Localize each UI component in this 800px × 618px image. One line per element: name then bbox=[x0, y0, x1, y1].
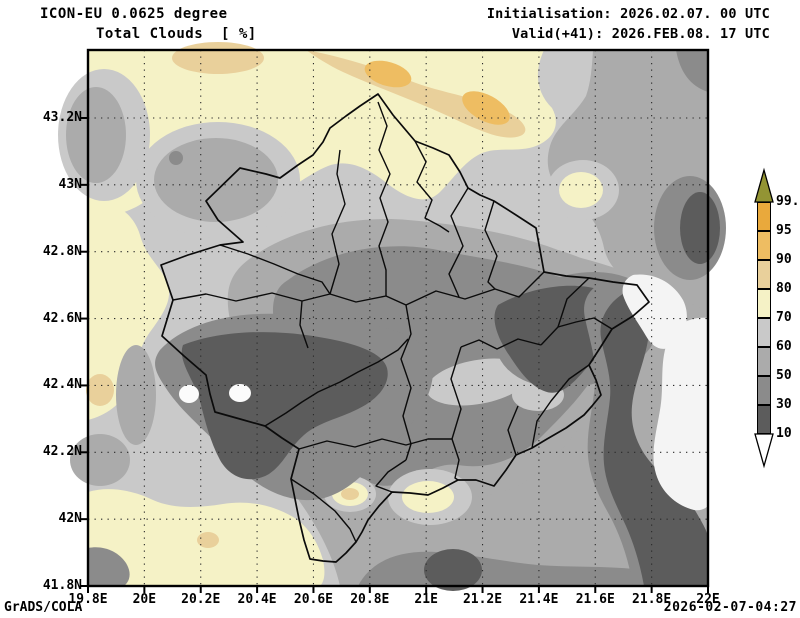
dark-cloud-gap-southwest bbox=[181, 332, 388, 480]
colorbar-boundary-label: 30 bbox=[776, 397, 792, 412]
contour-fills bbox=[58, 42, 726, 591]
colorbar-segment bbox=[757, 260, 771, 289]
x-tick-label: 20.2E bbox=[181, 592, 221, 607]
x-tick-label: 20.8E bbox=[350, 592, 390, 607]
y-tick-label: 42.2N bbox=[42, 444, 82, 460]
y-tick-label: 42.8N bbox=[42, 243, 82, 259]
init-time-label: Initialisation: 2026.02.07. 00 UTC bbox=[486, 6, 770, 22]
x-tick-label: 20E bbox=[132, 592, 157, 607]
colorbar-arrow-above bbox=[754, 167, 774, 203]
colorbar-arrow-below bbox=[754, 433, 774, 469]
generation-timestamp: 2026-02-07-04:27 bbox=[663, 600, 797, 615]
colorbar-segment bbox=[757, 318, 771, 347]
clear-spot-west bbox=[179, 385, 199, 403]
colorbar-segment bbox=[757, 289, 771, 318]
y-tick-label: 42N bbox=[58, 511, 82, 527]
dark-cloud-band-southeast bbox=[600, 292, 708, 586]
colorbar-segment bbox=[757, 231, 771, 260]
field-title: Total Clouds [ %] bbox=[96, 26, 257, 42]
x-tick-label: 21.8E bbox=[632, 592, 672, 607]
colorbar-boundary-label: 70 bbox=[776, 310, 792, 325]
clear-region-east bbox=[653, 317, 708, 511]
x-tick-label: 21.2E bbox=[462, 592, 503, 607]
colorbar-boundary-label: 80 bbox=[776, 281, 792, 296]
y-tick-label: 43N bbox=[58, 176, 82, 192]
map-frame bbox=[86, 48, 710, 588]
x-tick-label: 21.6E bbox=[575, 592, 615, 607]
y-tick-label: 42.6N bbox=[42, 310, 82, 326]
model-title: ICON-EU 0.0625 degree bbox=[40, 6, 228, 22]
x-tick-label: 22E bbox=[696, 592, 720, 607]
y-tick-label: 41.8N bbox=[42, 578, 82, 593]
x-tick-label: 19.8E bbox=[68, 592, 108, 607]
colorbar-boundary-label: 10 bbox=[776, 426, 792, 441]
colorbar-boundary-label: 95 bbox=[776, 223, 792, 238]
y-tick-label: 42.4N bbox=[42, 377, 82, 393]
colorbar-segment bbox=[757, 405, 771, 434]
colorbar-boundary-label: 90 bbox=[776, 252, 792, 267]
y-tick-label: 43.2N bbox=[42, 110, 82, 125]
municipality-borders bbox=[172, 101, 613, 543]
colorbar-boundary-label: 50 bbox=[776, 368, 792, 383]
x-tick-label: 21.4E bbox=[519, 592, 559, 607]
colorbar-arrows bbox=[754, 167, 774, 469]
valid-time-label: Valid(+41): 2026.FEB.08. 17 UTC bbox=[511, 26, 770, 42]
colorbar-segment bbox=[757, 376, 771, 405]
clear-crescent-east bbox=[622, 274, 687, 349]
colorbar-segment bbox=[757, 202, 771, 231]
x-tick-label: 20.4E bbox=[237, 592, 277, 607]
x-tick-label: 21E bbox=[414, 592, 438, 607]
admin-borders bbox=[160, 93, 650, 563]
colorbar-segment bbox=[757, 347, 771, 376]
clear-spot-west-2 bbox=[229, 384, 251, 402]
map-plot bbox=[58, 42, 726, 593]
x-tick-label: 20.6E bbox=[293, 592, 334, 607]
grads-brand-stamp: GrADS/COLA bbox=[4, 600, 83, 615]
colorbar-boundary-label: 99.5 bbox=[776, 194, 800, 209]
colorbar-boundary-label: 60 bbox=[776, 339, 792, 354]
